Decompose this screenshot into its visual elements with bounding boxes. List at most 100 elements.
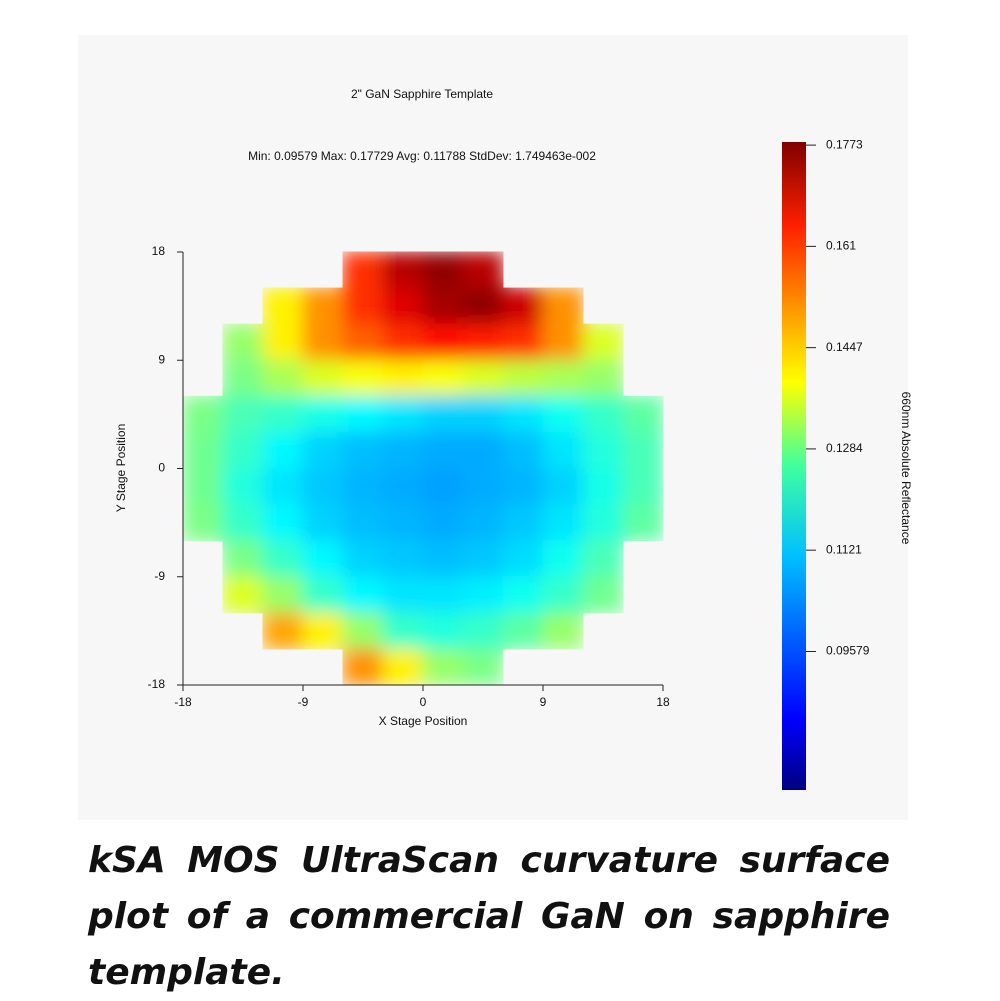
heatmap-cell — [382, 359, 424, 397]
heatmap-cell — [422, 576, 464, 614]
x-tick-label: 18 — [656, 695, 670, 709]
colorbar-tick-label: 0.1773 — [826, 137, 863, 151]
heatmap-cell — [262, 468, 304, 506]
heatmap-cell — [542, 359, 584, 397]
chart: 2" GaN Sapphire Template Min: 0.09579 Ma… — [114, 87, 913, 790]
colorbar — [782, 142, 806, 790]
heatmap-cell — [422, 287, 464, 325]
heatmap-cell — [542, 612, 584, 650]
heatmap-cell — [462, 648, 504, 686]
heatmap-cell — [462, 468, 504, 506]
heatmap-cell — [342, 468, 384, 506]
heatmap-cell — [342, 576, 384, 614]
heatmap-cell — [542, 431, 584, 469]
heatmap-cell — [302, 468, 344, 506]
heatmap-cell — [342, 648, 384, 686]
heatmap-cell — [262, 540, 304, 578]
heatmap-cell — [582, 323, 624, 361]
heatmap-cell — [462, 251, 504, 289]
heatmap-cell — [502, 359, 544, 397]
heatmap-cell — [382, 612, 424, 650]
heatmap-cell — [422, 504, 464, 542]
heatmap-cell — [582, 431, 624, 469]
x-tick-label: -18 — [174, 695, 192, 709]
heatmap-cell — [382, 323, 424, 361]
heatmap-cell — [382, 648, 424, 686]
colorbar-tick-label: 0.09579 — [826, 644, 870, 658]
heatmap-cell — [622, 395, 664, 433]
heatmap-cell — [182, 431, 224, 469]
heatmap-cell — [222, 468, 264, 506]
heatmap-cell — [222, 431, 264, 469]
heatmap-cell — [382, 540, 424, 578]
heatmap-cell — [262, 359, 304, 397]
heatmap-cell — [262, 287, 304, 325]
heatmap-cell — [462, 612, 504, 650]
heatmap-cell — [262, 612, 304, 650]
heatmap-cell — [382, 504, 424, 542]
heatmap-cell — [582, 504, 624, 542]
heatmap-cell — [422, 395, 464, 433]
heatmap-cell — [582, 576, 624, 614]
heatmap-cell — [502, 540, 544, 578]
heatmap-cell — [462, 287, 504, 325]
heatmap-cell — [342, 395, 384, 433]
heatmap-cell — [302, 576, 344, 614]
x-tick-label: 9 — [540, 695, 547, 709]
heatmap-cell — [342, 540, 384, 578]
heatmap-cell — [502, 468, 544, 506]
heatmap-cell — [302, 395, 344, 433]
heatmap-cell — [502, 431, 544, 469]
heatmap-cell — [502, 287, 544, 325]
x-tick-label: 0 — [420, 695, 427, 709]
heatmap-cell — [462, 323, 504, 361]
heatmap-cell — [422, 359, 464, 397]
heatmap-cell — [622, 504, 664, 542]
heatmap-cell — [462, 395, 504, 433]
heatmap-cell — [422, 323, 464, 361]
colorbar-tick-label: 0.1121 — [826, 542, 862, 556]
y-tick-label: -9 — [154, 569, 165, 583]
heatmap-cell — [342, 359, 384, 397]
y-tick-label: 9 — [158, 352, 165, 366]
heatmap-cell — [262, 576, 304, 614]
y-tick-label: 18 — [152, 244, 166, 258]
heatmap-cell — [382, 251, 424, 289]
colorbar-tick-label: 0.161 — [826, 239, 856, 253]
heatmap-cell — [342, 251, 384, 289]
heatmap-cell — [222, 504, 264, 542]
x-tick-label: -9 — [298, 695, 309, 709]
heatmap-cell — [542, 576, 584, 614]
heatmap-cell — [502, 612, 544, 650]
heatmap-cell — [342, 431, 384, 469]
chart-subtitle: Min: 0.09579 Max: 0.17729 Avg: 0.11788 S… — [248, 149, 596, 163]
heatmap-cell — [422, 251, 464, 289]
heatmap-cell — [582, 359, 624, 397]
heatmap-cell — [302, 323, 344, 361]
heatmap-cell — [422, 648, 464, 686]
heatmap-cell — [462, 431, 504, 469]
heatmap-cell — [382, 287, 424, 325]
heatmap-cell — [302, 612, 344, 650]
heatmap-cell — [302, 431, 344, 469]
heatmap-cell — [502, 395, 544, 433]
heatmap-cell — [302, 504, 344, 542]
heatmap-cell — [542, 395, 584, 433]
heatmap-cells — [182, 251, 664, 686]
colorbar-tick-label: 0.1447 — [826, 340, 863, 354]
heatmap-cell — [422, 468, 464, 506]
heatmap-cell — [342, 323, 384, 361]
chart-title: 2" GaN Sapphire Template — [351, 87, 493, 101]
heatmap-cell — [222, 576, 264, 614]
heatmap-cell — [502, 323, 544, 361]
heatmap-cell — [222, 359, 264, 397]
heatmap-cell — [222, 540, 264, 578]
heatmap-cell — [262, 504, 304, 542]
heatmap-cell — [342, 287, 384, 325]
heatmap-cell — [422, 431, 464, 469]
heatmap-cell — [302, 359, 344, 397]
heatmap-cell — [542, 323, 584, 361]
heatmap-cell — [582, 468, 624, 506]
heatmap-cell — [382, 395, 424, 433]
y-tick-label: -18 — [148, 677, 166, 691]
